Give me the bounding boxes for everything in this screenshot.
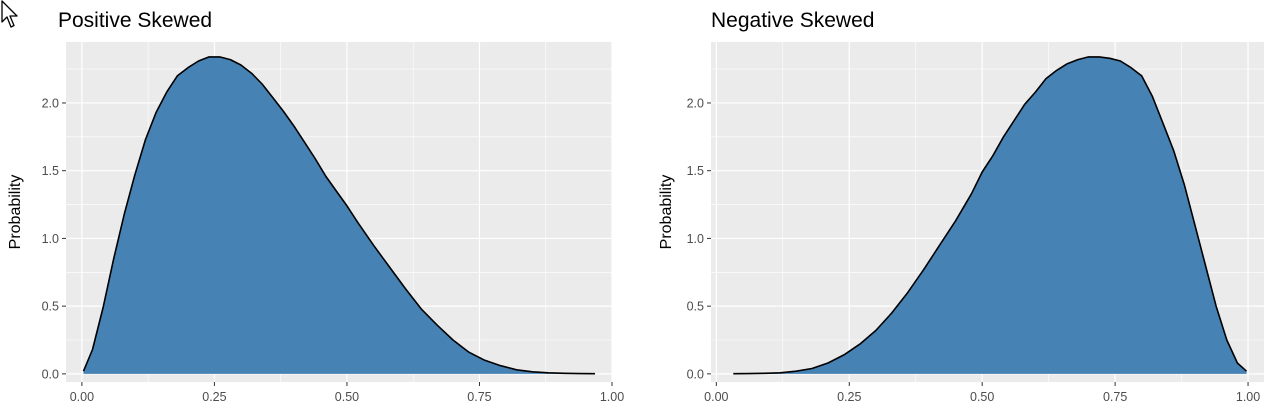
y-tick-label: 2.0 (687, 96, 704, 110)
x-tick-label: 0.25 (837, 390, 861, 404)
y-tick-label: 0.5 (687, 300, 704, 314)
chart-title: Positive Skewed (58, 9, 212, 32)
positive-skewed-chart: Positive Skewed Probability 0.00 0.25 0.50… (7, 9, 624, 404)
x-tick-label: 0.75 (467, 390, 491, 404)
y-tick-label: 0.0 (687, 367, 704, 381)
mouse-pointer-icon (1, 0, 18, 28)
x-tick-label: 1.00 (600, 390, 624, 404)
x-tick-label: 0.00 (704, 390, 728, 404)
x-tick-label: 1.00 (1236, 390, 1260, 404)
y-axis-title: Probability (658, 175, 675, 250)
negative-skewed-chart: Negative Skewed Probability 0.00 0.25 0.50… (658, 9, 1264, 404)
plot-area: 0.00 0.25 0.50 0.75 1.00 0.0 0.5 1.0 1.5 2.0 (42, 42, 624, 404)
x-tick-label: 0.00 (70, 390, 94, 404)
density-area (83, 56, 595, 374)
y-tick-label: 1.0 (42, 232, 59, 246)
y-axis-title: Probability (7, 175, 24, 250)
y-tick-label: 1.5 (42, 164, 59, 178)
plot-area: 0.00 0.25 0.50 0.75 1.00 0.0 0.5 1.0 1.5 2.0 (687, 42, 1264, 404)
density-line (82, 56, 596, 375)
y-tick-label: 0.5 (42, 300, 59, 314)
x-tick-label: 0.50 (970, 390, 994, 404)
chart-title: Negative Skewed (711, 9, 874, 32)
density-line (733, 56, 1248, 375)
y-tick-label: 1.5 (687, 164, 704, 178)
x-tick-label: 0.75 (1103, 390, 1127, 404)
y-tick-label: 1.0 (687, 232, 704, 246)
y-tick-label: 2.0 (42, 96, 59, 110)
x-tick-label: 0.50 (335, 390, 359, 404)
density-area (733, 56, 1247, 374)
y-tick-label: 0.0 (42, 367, 59, 381)
x-tick-label: 0.25 (202, 390, 226, 404)
